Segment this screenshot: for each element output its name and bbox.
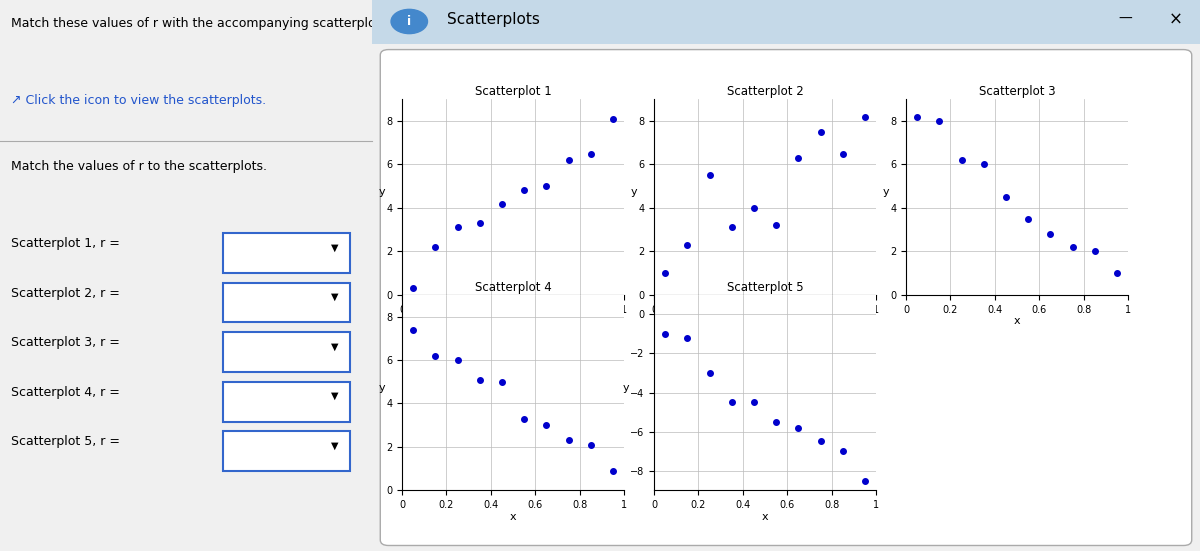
FancyBboxPatch shape — [223, 332, 349, 372]
Point — [515, 186, 534, 195]
Point — [930, 116, 949, 125]
Text: Scatterplot 2, r =: Scatterplot 2, r = — [11, 287, 120, 300]
Point — [856, 112, 875, 121]
Title: Scatterplot 2: Scatterplot 2 — [727, 85, 803, 98]
Text: —: — — [1118, 12, 1133, 26]
Text: Scatterplot 3, r =: Scatterplot 3, r = — [11, 336, 120, 349]
Point — [1085, 247, 1104, 256]
Point — [604, 466, 623, 475]
Text: Scatterplot 5, r =: Scatterplot 5, r = — [11, 435, 120, 449]
Point — [767, 221, 786, 230]
Point — [907, 112, 926, 121]
Point — [559, 436, 578, 445]
Point — [1040, 230, 1060, 239]
Point — [700, 369, 719, 377]
FancyBboxPatch shape — [223, 431, 349, 471]
Point — [448, 223, 467, 232]
FancyBboxPatch shape — [223, 283, 349, 322]
Text: ×: × — [1169, 10, 1182, 28]
Title: Scatterplot 5: Scatterplot 5 — [727, 280, 803, 294]
Y-axis label: y: y — [623, 382, 629, 393]
Point — [655, 329, 674, 338]
Point — [536, 421, 556, 430]
Text: Scatterplots: Scatterplots — [446, 12, 539, 27]
Point — [426, 242, 445, 251]
Point — [722, 398, 742, 407]
Point — [559, 155, 578, 164]
Point — [1108, 269, 1127, 278]
FancyBboxPatch shape — [380, 50, 1192, 545]
Point — [403, 325, 422, 334]
FancyBboxPatch shape — [223, 233, 349, 273]
Y-axis label: y: y — [630, 187, 637, 197]
Point — [788, 423, 808, 432]
Point — [744, 398, 763, 407]
Point — [515, 414, 534, 423]
Point — [581, 149, 600, 158]
Point — [655, 269, 674, 278]
X-axis label: x: x — [510, 511, 516, 521]
Point — [952, 155, 971, 164]
Point — [833, 447, 852, 456]
Text: ↗ Click the icon to view the scatterplots.: ↗ Click the icon to view the scatterplot… — [11, 94, 266, 107]
Point — [604, 115, 623, 123]
Text: Match the values of r to the scatterplots.: Match the values of r to the scatterplot… — [11, 160, 268, 173]
Text: Scatterplot 1, r =: Scatterplot 1, r = — [11, 237, 120, 250]
Point — [856, 476, 875, 485]
Title: Scatterplot 1: Scatterplot 1 — [475, 85, 551, 98]
Point — [722, 223, 742, 232]
X-axis label: x: x — [510, 316, 516, 326]
Point — [833, 149, 852, 158]
Text: Match these values of r with the accompanying scatterplots:  − 0.994, 0.76, 0.99: Match these values of r with the accompa… — [11, 17, 677, 30]
Point — [426, 351, 445, 360]
Point — [1019, 214, 1038, 223]
Text: Scatterplot 4, r =: Scatterplot 4, r = — [11, 386, 120, 399]
Point — [492, 377, 511, 386]
Text: i: i — [407, 15, 412, 28]
X-axis label: x: x — [762, 316, 768, 326]
X-axis label: x: x — [762, 511, 768, 521]
Point — [767, 418, 786, 426]
Point — [678, 333, 697, 342]
Point — [678, 240, 697, 249]
Point — [1063, 242, 1082, 251]
Text: ▼: ▼ — [331, 242, 338, 252]
Point — [974, 160, 994, 169]
Point — [581, 440, 600, 449]
Title: Scatterplot 4: Scatterplot 4 — [475, 280, 551, 294]
Point — [811, 127, 830, 136]
Point — [788, 153, 808, 162]
Circle shape — [391, 9, 427, 34]
Text: ▼: ▼ — [331, 342, 338, 352]
Point — [996, 192, 1015, 201]
FancyBboxPatch shape — [372, 0, 1200, 44]
Title: Scatterplot 3: Scatterplot 3 — [979, 85, 1055, 98]
Text: ▼: ▼ — [331, 292, 338, 302]
FancyBboxPatch shape — [223, 382, 349, 422]
Point — [492, 199, 511, 208]
Y-axis label: y: y — [378, 382, 385, 393]
Y-axis label: y: y — [378, 187, 385, 197]
Text: ▼: ▼ — [331, 391, 338, 401]
Point — [700, 171, 719, 180]
Y-axis label: y: y — [882, 187, 889, 197]
Point — [811, 437, 830, 446]
Point — [744, 203, 763, 212]
Point — [448, 355, 467, 364]
Point — [470, 219, 490, 228]
Point — [403, 284, 422, 293]
Point — [536, 182, 556, 191]
X-axis label: x: x — [1014, 316, 1020, 326]
Text: ▼: ▼ — [331, 441, 338, 451]
Point — [470, 375, 490, 384]
